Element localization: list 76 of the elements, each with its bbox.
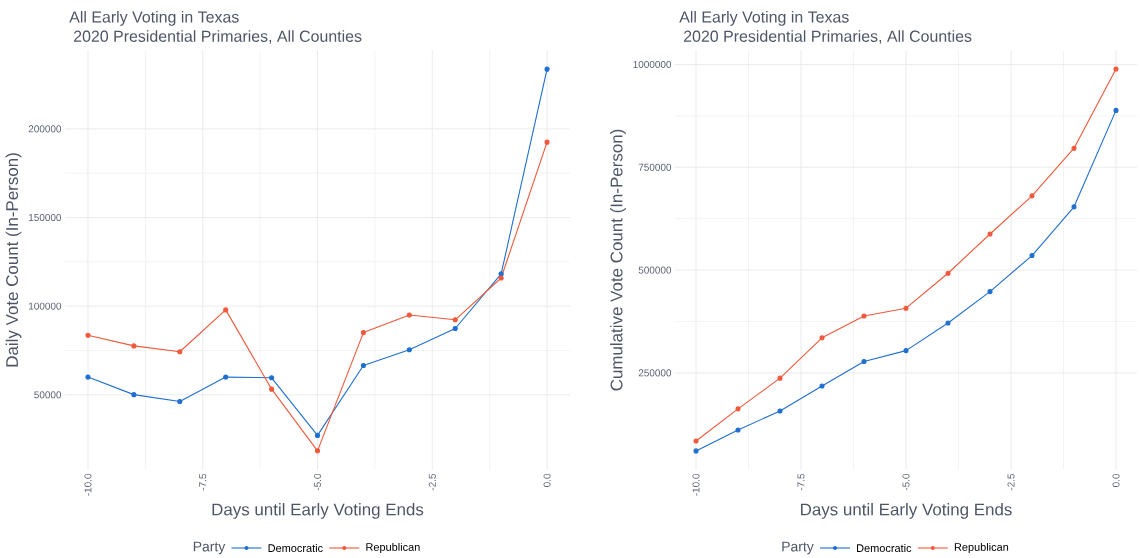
point bbox=[1113, 107, 1119, 113]
x-tick-label: -10.0 bbox=[692, 473, 700, 496]
point bbox=[945, 270, 951, 276]
point bbox=[131, 343, 137, 349]
point bbox=[693, 448, 699, 454]
point bbox=[360, 363, 366, 369]
point bbox=[945, 320, 951, 326]
chart-title: All Early Voting in Texas bbox=[679, 10, 849, 26]
point bbox=[452, 317, 458, 323]
point bbox=[861, 313, 867, 319]
point bbox=[1029, 193, 1035, 199]
point bbox=[498, 271, 504, 277]
point bbox=[903, 305, 909, 311]
point bbox=[544, 66, 550, 72]
point bbox=[223, 307, 229, 313]
y-tick-label: 200000 bbox=[28, 125, 62, 133]
x-axis-title: Days until Early Voting Ends bbox=[801, 503, 1012, 519]
x-axis-title: Days until Early Voting Ends bbox=[212, 503, 424, 519]
point bbox=[131, 392, 137, 398]
y-tick-label: 100000 bbox=[29, 302, 62, 310]
point bbox=[1113, 66, 1119, 72]
point bbox=[544, 139, 550, 145]
x-tick-label: -2.5 bbox=[1007, 473, 1015, 491]
y-tick-label: 250000 bbox=[638, 369, 672, 377]
y-tick-label: 1000000 bbox=[633, 60, 672, 68]
y-axis-title: Cumulative Vote Count (In-Person) bbox=[610, 129, 626, 391]
point bbox=[735, 427, 741, 433]
point bbox=[819, 383, 825, 389]
y-tick-label: 750000 bbox=[638, 163, 672, 171]
point bbox=[223, 374, 229, 380]
point bbox=[819, 335, 825, 341]
point bbox=[693, 438, 699, 444]
legend-label: Republican bbox=[954, 542, 1009, 554]
point bbox=[987, 231, 993, 237]
x-tick-label: -7.5 bbox=[199, 473, 207, 491]
point bbox=[1071, 204, 1077, 210]
point bbox=[452, 325, 458, 332]
point bbox=[314, 432, 321, 438]
x-tick-label: -5.0 bbox=[902, 473, 910, 491]
point bbox=[498, 275, 504, 281]
chart-subtitle: 2020 Presidential Primaries, All Counties bbox=[74, 30, 362, 44]
legend-label: Republican bbox=[366, 542, 420, 554]
x-tick-label: -7.5 bbox=[797, 473, 805, 491]
legend-label: Democratic bbox=[857, 543, 912, 553]
point bbox=[987, 289, 993, 295]
chart-title: All Early Voting in Texas bbox=[69, 10, 239, 26]
point bbox=[777, 408, 783, 414]
x-tick-label: -5.0 bbox=[313, 473, 322, 491]
point bbox=[406, 347, 412, 353]
x-tick-label: 0.0 bbox=[543, 473, 551, 487]
x-tick-label: -2.5 bbox=[428, 473, 436, 491]
y-tick-label: 500000 bbox=[638, 266, 672, 274]
point bbox=[314, 448, 321, 454]
point bbox=[861, 358, 867, 365]
y-tick-label: 50000 bbox=[34, 391, 62, 399]
point bbox=[269, 375, 275, 381]
y-tick-label: 150000 bbox=[29, 214, 62, 222]
x-tick-label: -10.0 bbox=[84, 473, 92, 496]
point bbox=[177, 349, 183, 355]
legend-title: Party bbox=[193, 541, 226, 555]
point bbox=[360, 330, 366, 336]
point bbox=[269, 386, 275, 392]
legend-label: Democratic bbox=[268, 543, 323, 553]
point bbox=[177, 399, 183, 405]
point bbox=[1071, 145, 1077, 151]
y-axis-title: Daily Vote Count (In-Person) bbox=[5, 153, 22, 367]
point bbox=[735, 406, 741, 412]
x-tick-label: 0.0 bbox=[1112, 473, 1120, 487]
point bbox=[903, 348, 909, 354]
chart-subtitle: 2020 Presidential Primaries, All Counties bbox=[684, 30, 972, 44]
point bbox=[85, 332, 91, 338]
point bbox=[406, 312, 412, 318]
point bbox=[777, 375, 783, 381]
legend-title: Party bbox=[782, 541, 814, 555]
point bbox=[85, 374, 91, 380]
point bbox=[1029, 253, 1035, 259]
